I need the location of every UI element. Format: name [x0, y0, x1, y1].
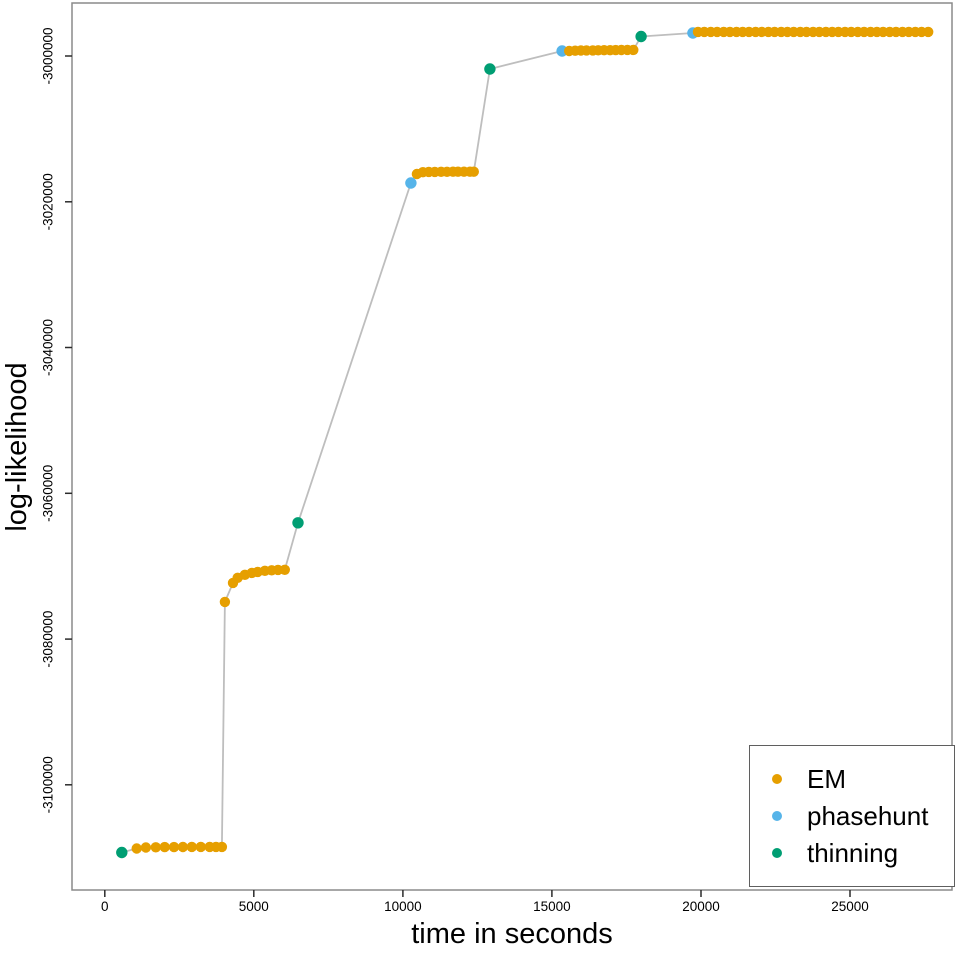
y-tick-label: -3020000: [41, 173, 56, 230]
trajectory-line: [121, 30, 929, 854]
em-point: [216, 841, 228, 853]
thinning-point: [484, 63, 496, 75]
x-tick-label: 25000: [831, 899, 869, 914]
legend-label-thinning: thinning: [807, 837, 899, 868]
legend-item-phasehunt: phasehunt: [750, 800, 954, 833]
em-point: [195, 841, 206, 853]
x-tick-label: 0: [101, 899, 109, 914]
trajectory-path: [121, 30, 929, 854]
plot-border: [71, 2, 953, 891]
x-tick-label: 15000: [533, 899, 571, 914]
y-tick-label: -3000000: [41, 27, 56, 84]
em-point: [628, 44, 639, 56]
thinning-point: [635, 30, 647, 43]
phasehunt-point: [405, 177, 417, 189]
y-tick-label: -3060000: [41, 465, 56, 522]
em-marker-swatch: [772, 774, 782, 784]
legend-item-em: EM: [750, 763, 954, 796]
em-point: [923, 26, 934, 38]
y-axis-ticks: -3000000 -3020000 -3040000 -3060000 -3080000…: [41, 27, 72, 813]
data-points: [116, 26, 934, 859]
plot-box-rect: [71, 2, 953, 891]
y-tick-label: -3040000: [41, 319, 56, 376]
legend-label-phasehunt: phasehunt: [807, 800, 929, 831]
em-point: [279, 564, 290, 575]
em-point: [468, 166, 479, 177]
thinning-marker-swatch: [772, 848, 782, 858]
em-point: [140, 842, 152, 853]
y-axis-title: log-likelihood: [1, 362, 33, 532]
legend-item-thinning: thinning: [750, 837, 954, 870]
x-tick-label: 10000: [384, 899, 422, 914]
em-point: [177, 841, 189, 853]
thinning-point: [116, 846, 128, 859]
em-point: [131, 843, 142, 854]
em-point: [159, 841, 170, 853]
legend: EM phasehunt thinning: [749, 745, 955, 887]
em-point: [219, 596, 231, 608]
legend-label-em: EM: [807, 763, 846, 794]
x-axis-title: time in seconds: [411, 918, 613, 950]
phasehunt-marker-swatch: [772, 811, 782, 821]
x-tick-label: 20000: [682, 899, 720, 914]
em-point: [186, 841, 197, 853]
y-tick-label: -3100000: [41, 756, 56, 813]
x-axis-ticks: 0 5000 10000 15000 20000 25000: [101, 890, 869, 914]
em-point: [150, 842, 161, 853]
y-tick-label: -3080000: [41, 611, 56, 668]
thinning-point: [292, 517, 304, 529]
x-tick-label: 5000: [239, 899, 269, 914]
em-point: [168, 841, 180, 853]
